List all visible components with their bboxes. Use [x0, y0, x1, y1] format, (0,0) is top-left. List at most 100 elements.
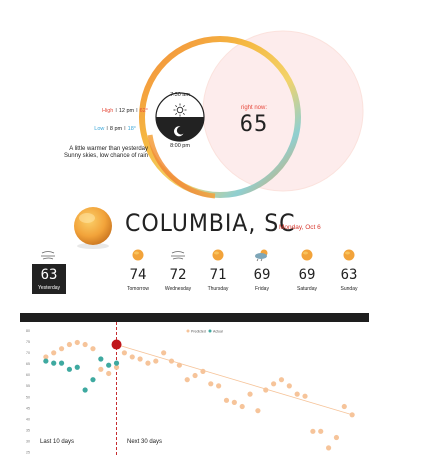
predicted-point: [145, 360, 151, 366]
forecast-day-name: Thursday: [207, 286, 229, 292]
actual-point: [43, 358, 49, 364]
predicted-point: [90, 346, 96, 352]
forecast-day-name: Wednesday: [164, 286, 192, 292]
high-temp-row: High I 12 pm I 62°: [102, 108, 148, 114]
actual-point: [74, 364, 80, 370]
summary-line-2: Sunny skies, low chance of rain: [63, 153, 148, 159]
yesterday-label: Yesterday: [37, 285, 61, 291]
today-marker: [111, 339, 122, 350]
forecast-day[interactable]: 72 Wednesday: [158, 267, 198, 292]
next-30-days-label: Next 30 days: [127, 439, 163, 445]
forecast-temp: 71: [209, 267, 227, 283]
predicted-point: [223, 397, 230, 403]
summary-line-1: A little warmer than yesterday: [69, 146, 148, 152]
predicted-point: [294, 391, 300, 397]
actual-point: [113, 360, 120, 366]
chart-header-bar: [20, 313, 369, 322]
legend-label: Actual: [213, 329, 223, 333]
legend-swatch: [186, 329, 190, 333]
forecast-day-name: Tomorrow: [127, 286, 149, 292]
sun-icon: [343, 249, 355, 261]
yesterday-card[interactable]: 63 Yesterday: [32, 264, 66, 294]
sun-icon: [132, 249, 144, 261]
forecast-temp: 69: [253, 267, 271, 283]
predicted-point: [333, 434, 340, 441]
predicted-point: [247, 391, 253, 397]
predicted-point: [231, 399, 237, 405]
predicted-point: [74, 339, 80, 346]
trend-line: [116, 344, 353, 416]
sunset-time: 8:00 pm: [170, 143, 190, 149]
predicted-point: [98, 366, 104, 372]
actual-point: [98, 356, 104, 362]
right-now-label: right now:: [240, 105, 267, 111]
predicted-point: [200, 368, 206, 374]
legend-swatch: [208, 329, 212, 333]
y-tick-label: 55: [26, 384, 30, 388]
high-time: 12 pm: [118, 108, 135, 114]
forecast-day[interactable]: 69 Saturday: [287, 267, 327, 292]
y-tick-label: 60: [26, 373, 30, 377]
temperature-chart: 80 75 70 65 60 55 50 45 40 35 30 25 Predicted Actual: [26, 322, 355, 457]
yesterday-temp: 63: [40, 267, 58, 283]
sunrise-time: 7:30 am: [170, 92, 190, 98]
predicted-point: [113, 364, 120, 370]
actual-point: [90, 377, 96, 383]
moon-icon: [174, 126, 184, 137]
predicted-point: [192, 372, 198, 379]
forecast-temp: 69: [298, 267, 316, 283]
predicted-point: [106, 370, 112, 377]
forecast-temp: 63: [340, 267, 358, 283]
forecast-day[interactable]: 71 Thursday: [198, 267, 238, 292]
actual-point: [51, 360, 57, 366]
predicted-point: [239, 403, 245, 410]
high-temp: 62°: [139, 108, 148, 114]
predicted-point: [153, 358, 159, 364]
current-date: Monday, Oct 6: [279, 224, 321, 231]
predicted-point: [325, 445, 332, 451]
predicted-point: [176, 362, 182, 368]
last-10-days-label: Last 10 days: [40, 439, 75, 445]
predicted-point: [58, 346, 65, 352]
y-tick-label: 25: [26, 451, 30, 455]
forecast-day[interactable]: 69 Friday: [242, 267, 282, 292]
predicted-point: [271, 381, 277, 387]
low-temp: 18°: [127, 126, 136, 132]
predicted-point: [263, 387, 269, 393]
right-now-temp: 65: [239, 112, 269, 137]
low-label: Low: [94, 126, 105, 132]
predicted-point: [349, 412, 355, 418]
actual-point: [82, 387, 88, 393]
sun-icon: [212, 249, 224, 261]
forecast-temp: 74: [129, 267, 147, 283]
predicted-point: [121, 350, 127, 356]
predicted-point: [310, 428, 316, 434]
high-label: High: [102, 108, 114, 114]
forecast-day[interactable]: 63 Sunday: [329, 267, 369, 292]
predicted-point: [43, 354, 49, 360]
predicted-point: [318, 428, 324, 434]
temperature-ring: [139, 36, 301, 198]
predicted-point: [82, 341, 88, 348]
forecast-day-name: Friday: [255, 286, 269, 292]
legend-label: Predicted: [191, 329, 206, 333]
actual-point: [66, 366, 73, 372]
y-tick-label: 35: [26, 428, 30, 432]
predicted-point: [255, 408, 261, 414]
actual-point: [58, 360, 65, 366]
predicted-point: [66, 341, 73, 348]
y-tick-label: 80: [26, 329, 30, 333]
predicted-point: [302, 393, 308, 399]
y-tick-label: 75: [26, 340, 30, 344]
forecast-day-name: Saturday: [296, 286, 317, 292]
y-tick-label: 65: [26, 362, 30, 366]
low-temp-row: Low I 8 pm I 18°: [94, 126, 136, 132]
predicted-point: [168, 358, 175, 364]
actual-point: [106, 362, 112, 368]
forecast-day[interactable]: 74 Tomorrow: [118, 267, 158, 292]
predicted-point: [208, 381, 214, 387]
y-tick-label: 50: [26, 395, 30, 399]
predicted-point: [341, 403, 347, 410]
forecast-day-name: Sunday: [340, 286, 358, 292]
predicted-point: [278, 377, 285, 383]
